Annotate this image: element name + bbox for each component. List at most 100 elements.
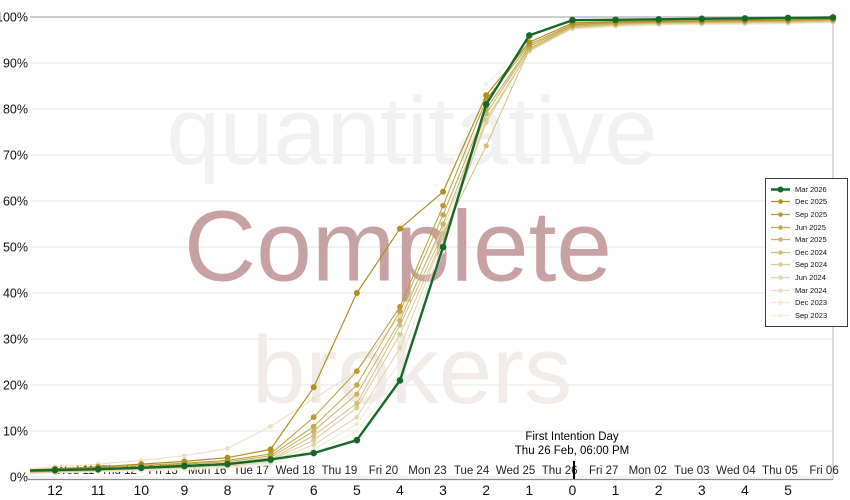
x-date-label: Wed 04 bbox=[716, 465, 756, 477]
x-countdown-label: 12 bbox=[47, 482, 63, 498]
legend-label: Sep 2023 bbox=[795, 310, 828, 320]
legend-item-sep-2025[interactable]: Sep 2025 bbox=[771, 208, 844, 221]
x-countdown-label: 2 bbox=[655, 482, 663, 498]
legend-item-mar-2026[interactable]: Mar 2026 bbox=[771, 183, 844, 196]
legend-marker-sep-2023 bbox=[771, 312, 790, 318]
x-countdown-label: 11 bbox=[91, 482, 106, 498]
y-tick-label: 80% bbox=[3, 102, 28, 116]
data-point-dec-2025 bbox=[396, 225, 403, 232]
data-point-sep-2025 bbox=[440, 202, 446, 209]
x-date-label: Wed 25 bbox=[496, 465, 535, 477]
y-tick-label: 30% bbox=[3, 332, 28, 346]
data-point-dec-2023 bbox=[397, 359, 403, 365]
series-line-sep-2023 bbox=[29, 22, 834, 474]
legend-item-mar-2024[interactable]: Mar 2024 bbox=[771, 284, 844, 297]
legend-marker-dec-2024 bbox=[771, 249, 790, 255]
x-countdown-label: 5 bbox=[784, 482, 792, 498]
x-countdown-label: 10 bbox=[133, 482, 149, 498]
legend-item-dec-2025[interactable]: Dec 2025 bbox=[771, 196, 844, 209]
data-point-dec-2025 bbox=[440, 188, 447, 195]
data-point-dec-2025 bbox=[224, 454, 231, 461]
y-tick-label: 0% bbox=[10, 470, 28, 484]
data-point-sep-2025 bbox=[397, 303, 403, 310]
data-point-dec-2024 bbox=[440, 230, 446, 236]
legend-marker-sep-2025 bbox=[771, 212, 790, 217]
legend-label: Dec 2025 bbox=[795, 197, 828, 207]
data-point-mar-2026 bbox=[439, 243, 447, 251]
x-date-label: Wed 18 bbox=[276, 465, 315, 477]
data-point-sep-2024 bbox=[354, 405, 360, 411]
legend-item-jun-2025[interactable]: Jun 2025 bbox=[771, 221, 844, 234]
data-point-mar-2026 bbox=[224, 460, 231, 468]
y-tick-label: 40% bbox=[3, 286, 28, 300]
data-point-mar-2025 bbox=[440, 221, 446, 227]
x-countdown-label: 3 bbox=[698, 482, 706, 498]
legend-marker-sep-2024 bbox=[771, 262, 790, 268]
y-tick-label: 70% bbox=[3, 148, 28, 162]
data-point-dec-2024 bbox=[311, 433, 317, 439]
data-point-dec-2025 bbox=[353, 290, 360, 296]
legend-label: Jun 2025 bbox=[795, 222, 826, 232]
data-point-mar-2024 bbox=[225, 446, 230, 451]
legend-item-dec-2023[interactable]: Dec 2023 bbox=[771, 296, 844, 309]
data-point-dec-2025 bbox=[267, 446, 274, 453]
legend-label: Mar 2024 bbox=[795, 285, 827, 295]
data-point-jun-2024 bbox=[311, 442, 317, 448]
x-countdown-label: 5 bbox=[353, 482, 361, 498]
data-point-mar-2026 bbox=[612, 16, 619, 24]
y-tick-label: 100% bbox=[0, 10, 28, 24]
x-countdown-label: 3 bbox=[439, 482, 447, 498]
legend-label: Jun 2024 bbox=[795, 272, 826, 282]
data-point-jun-2024 bbox=[354, 414, 360, 420]
first-intention-day-tick bbox=[573, 461, 575, 479]
legend-item-sep-2023[interactable]: Sep 2023 bbox=[771, 309, 844, 322]
data-point-mar-2024 bbox=[268, 424, 273, 429]
data-point-dec-2025 bbox=[310, 384, 317, 391]
data-point-dec-2024 bbox=[397, 322, 403, 328]
x-date-label: Tue 17 bbox=[234, 465, 269, 477]
legend-label: Mar 2026 bbox=[795, 184, 827, 194]
data-point-dec-2024 bbox=[483, 143, 489, 149]
data-point-dec-2025 bbox=[526, 39, 533, 46]
legend-marker-jun-2024 bbox=[771, 275, 790, 280]
series-line-mar-2026 bbox=[29, 16, 834, 472]
data-point-jun-2025 bbox=[310, 423, 317, 430]
annotation-subtitle: Thu 26 Feb, 06:00 PM bbox=[514, 445, 630, 458]
data-point-mar-2026 bbox=[829, 14, 837, 21]
data-point-mar-2024 bbox=[311, 396, 317, 402]
data-point-dec-2024 bbox=[354, 400, 360, 406]
y-tick-label: 60% bbox=[3, 194, 28, 208]
legend-item-sep-2024[interactable]: Sep 2024 bbox=[771, 259, 844, 272]
data-point-mar-2026 bbox=[784, 14, 792, 22]
series-line-jun-2024 bbox=[29, 21, 834, 474]
x-date-label: Fri 27 bbox=[589, 465, 618, 477]
x-date-label: Thu 05 bbox=[762, 465, 798, 477]
series-line-sep-2025 bbox=[29, 18, 834, 472]
legend-label: Mar 2025 bbox=[795, 235, 827, 245]
legend-item-mar-2025[interactable]: Mar 2025 bbox=[771, 233, 844, 246]
data-point-mar-2026 bbox=[698, 15, 706, 23]
series-line-sep-2024 bbox=[29, 20, 834, 474]
x-date-label: Mon 23 bbox=[408, 465, 446, 477]
x-countdown-label: 9 bbox=[180, 482, 188, 498]
data-point-mar-2026 bbox=[482, 101, 490, 108]
y-tick-label: 90% bbox=[3, 56, 28, 70]
legend-item-jun-2024[interactable]: Jun 2024 bbox=[771, 271, 844, 284]
legend-marker-mar-2024 bbox=[771, 287, 790, 293]
x-countdown-label: 1 bbox=[525, 482, 533, 498]
data-point-mar-2026 bbox=[569, 16, 576, 24]
series-line-dec-2023 bbox=[29, 22, 834, 474]
x-date-label: Tue 03 bbox=[674, 465, 709, 477]
x-date-label: Fri 06 bbox=[809, 465, 838, 477]
series-line-mar-2025 bbox=[29, 19, 834, 473]
legend-label: Sep 2024 bbox=[795, 260, 828, 270]
data-point-mar-2026 bbox=[137, 464, 145, 472]
data-point-sep-2023 bbox=[484, 81, 489, 86]
legend-item-dec-2024[interactable]: Dec 2024 bbox=[771, 246, 844, 259]
data-point-mar-2026 bbox=[655, 15, 662, 23]
data-point-mar-2026 bbox=[310, 449, 318, 457]
legend-marker-dec-2025 bbox=[771, 199, 790, 205]
legend-marker-jun-2025 bbox=[771, 224, 790, 230]
